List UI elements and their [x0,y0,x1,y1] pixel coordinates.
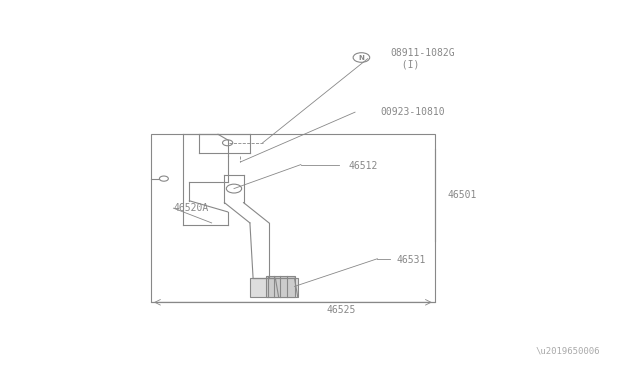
Bar [266,276,294,297]
Text: 46525: 46525 [326,305,356,315]
Text: N: N [358,55,364,61]
Text: 46520A: 46520A [173,203,209,213]
Text: 46501: 46501 [447,190,477,200]
Text: 08911-1082G
  (I): 08911-1082G (I) [390,48,454,70]
Text: 46531: 46531 [396,255,426,265]
Bar [250,278,298,297]
Text: 46512: 46512 [349,161,378,171]
Text: \u2019650006: \u2019650006 [536,347,600,356]
Text: 00923-10810: 00923-10810 [381,107,445,117]
Bar [151,134,435,302]
